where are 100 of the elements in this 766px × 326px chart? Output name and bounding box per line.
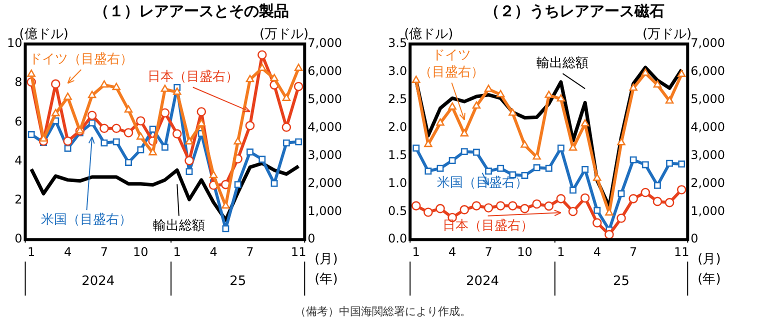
point [270,74,278,82]
text: 2024 [82,274,115,289]
y2-tick-label: 6,000 [690,64,726,78]
x-tick-label: 7 [246,244,254,259]
point [148,148,157,156]
y2-tick-label: 4,000 [308,120,342,134]
point [628,194,638,204]
x-tick-label: 1 [557,244,565,259]
y2-tick-label: 6,000 [308,64,342,78]
point [124,105,133,113]
y2-tick-label: 2,000 [308,176,342,190]
y-tick-label: 0 [14,232,22,246]
point [630,156,637,164]
point [532,152,541,160]
point [424,208,433,217]
point [149,126,156,133]
point [125,159,132,166]
text: (年) [698,272,721,287]
point [112,124,122,134]
point [412,144,420,152]
point [593,174,602,181]
point [245,120,255,130]
point [618,190,625,198]
point [234,137,242,144]
point [652,196,662,206]
point [448,102,456,110]
point [88,119,96,126]
y2-axis-title: (万ドル) [642,26,692,42]
point [580,119,590,126]
point [460,205,470,214]
point [678,70,686,77]
x-tick-label: 7 [484,244,492,259]
point [196,107,206,116]
x-tick-label: 4 [448,244,456,259]
point [270,180,278,187]
point [246,148,254,156]
point [88,90,96,98]
point [100,80,108,88]
series-label: ドイツ（目盛右） [419,48,484,80]
point [544,201,554,211]
point [100,124,109,134]
x-tick-label: 11 [674,244,690,259]
point [508,108,517,116]
x-tick-label: 1 [412,244,420,259]
text: 25 [230,274,246,289]
point [124,128,134,138]
x-tick-label: 10 [517,244,532,259]
y-tick-label: 8 [14,75,22,90]
point [485,168,492,175]
point [411,201,421,210]
point [87,110,97,120]
y2-tick-label: 0 [308,232,316,246]
y-tick-label: 6 [14,114,22,128]
point [64,144,72,152]
point [654,182,661,189]
point [484,203,494,213]
x-tick-label: 10 [133,244,148,259]
point [172,129,182,138]
point [50,79,60,89]
point [246,74,254,82]
point [556,194,566,204]
x-tick-label: 11 [290,244,306,259]
point [508,201,518,210]
y2-tick-label: 3,000 [308,148,342,162]
point [28,131,35,138]
point [172,88,182,95]
point [436,118,444,126]
y-tick-label: 0.0 [388,232,408,246]
x-tick-label: 4 [593,244,601,259]
point [295,138,302,146]
text: （備考）中国海関総署により作成。 [294,304,472,319]
point [460,129,469,136]
point [666,160,674,167]
point [472,148,480,156]
point [63,136,72,146]
x-axis-title: (月) [698,252,721,267]
point [294,82,304,92]
point [496,90,505,98]
x-tick-label: 4 [64,244,72,259]
x-tick-label: 1 [173,244,181,259]
point [412,76,420,83]
point [160,84,170,92]
point [258,64,266,71]
point [678,160,686,168]
chart-title: （２）うちレアアース磁石 [484,2,666,21]
y-tick-label: 1.0 [388,176,408,190]
point [629,84,638,91]
point [664,198,674,208]
point [642,161,649,168]
point [665,96,674,104]
series-label: 日本（目盛右） [147,70,238,85]
point [592,218,602,228]
y-axis-title: (億ドル) [404,26,454,42]
point [436,164,444,172]
point [100,139,108,146]
point [27,70,36,77]
series-label: 輸出総額 [152,218,205,234]
point [64,92,72,100]
point [112,82,120,90]
point [185,137,194,144]
